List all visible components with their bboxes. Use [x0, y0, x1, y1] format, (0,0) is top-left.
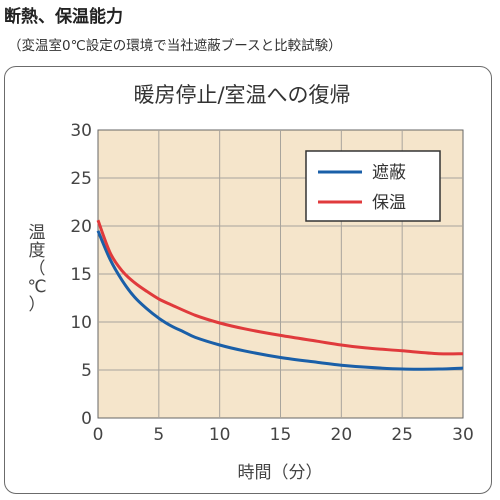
x-axis-ticks: 0 5 10 15 20 25 30 [93, 425, 474, 445]
y-axis-label-char: ℃ [27, 277, 46, 297]
chart-title: 暖房停止/室温への復帰 [133, 83, 350, 107]
x-tick-label: 10 [209, 425, 231, 445]
y-axis-label: 温度（℃） [27, 223, 46, 315]
series-line-保温 [96, 219, 464, 356]
legend-label: 遮蔽 [372, 163, 406, 183]
x-tick-label: 30 [452, 425, 474, 445]
x-tick-label: 5 [153, 425, 164, 445]
x-tick-label: 15 [270, 425, 292, 445]
x-tick-label: 25 [391, 425, 413, 445]
y-tick-label: 15 [70, 265, 92, 285]
page-subtitle: （変温室0℃設定の環境で当社遮蔽ブースと比較試験） [8, 38, 342, 54]
x-tick-label: 0 [93, 425, 104, 445]
y-tick-label: 30 [70, 121, 92, 141]
series-line-遮蔽 [96, 230, 464, 371]
y-tick-label: 20 [70, 217, 92, 237]
y-tick-label: 5 [81, 361, 92, 381]
x-tick-label: 20 [331, 425, 353, 445]
legend-box [305, 150, 441, 222]
series-lines [96, 219, 464, 371]
y-axis-label-char: 温 [29, 223, 46, 243]
y-tick-label: 0 [81, 409, 92, 429]
y-axis-label-char: ） [29, 295, 46, 315]
y-axis-ticks: 0 5 10 15 20 25 30 [70, 121, 92, 429]
y-tick-label: 25 [70, 169, 92, 189]
page-title: 断熱、保温能力 [4, 7, 123, 27]
y-axis-label-char: （ [29, 259, 46, 279]
legend-label: 保温 [372, 193, 406, 213]
x-axis-label: 時間（分） [238, 463, 323, 483]
y-axis-label-char: 度 [29, 241, 46, 261]
y-tick-label: 10 [70, 313, 92, 333]
